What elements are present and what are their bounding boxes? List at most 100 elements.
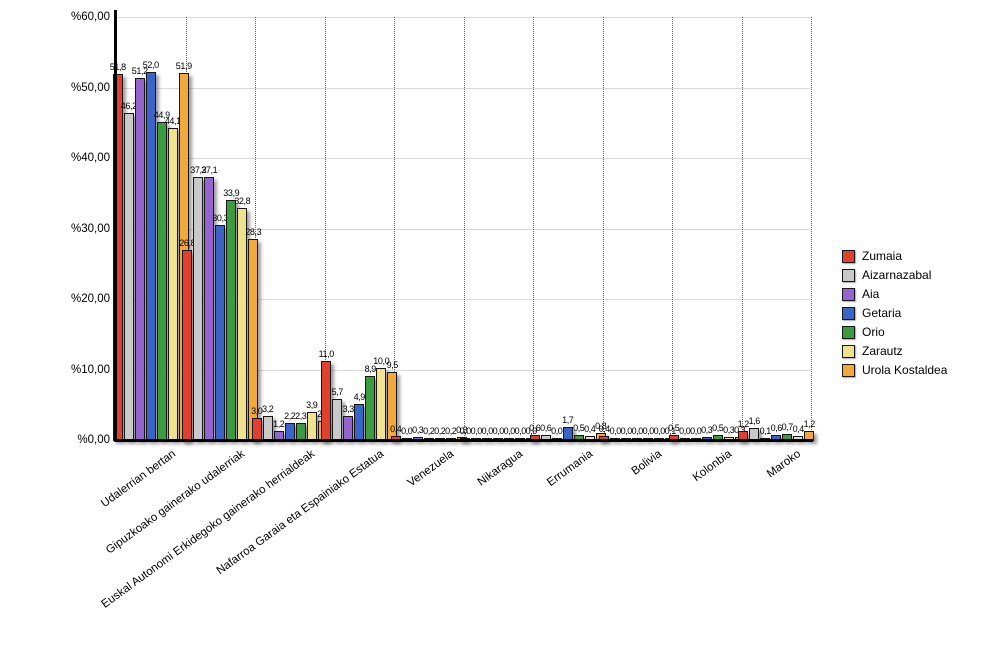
- bar-value-label: 0,5: [712, 423, 724, 433]
- bar-value-label: 0,7: [781, 422, 794, 432]
- y-axis-tick-label: %0,00: [77, 434, 110, 446]
- bar-value-label: 0,3: [701, 425, 713, 435]
- legend-swatch: [842, 249, 855, 263]
- y-axis-tick-label: %30,00: [70, 222, 110, 235]
- bar-value-label: 0,0: [492, 426, 505, 436]
- legend-label: Getaria: [862, 306, 902, 320]
- category-label: Bolivia: [629, 448, 665, 478]
- bar-value-label: 0,0: [609, 426, 622, 436]
- bar: [354, 404, 365, 441]
- bar: [365, 376, 376, 441]
- bar-value-label: 44,1: [164, 116, 181, 126]
- bar-value-label: 0,6: [770, 423, 783, 433]
- legend-swatch: [842, 287, 855, 301]
- legend-swatch: [842, 268, 855, 282]
- legend-label: Zumaia: [862, 249, 903, 263]
- bar-value-label: 4,9: [353, 392, 366, 402]
- bar: [167, 128, 178, 441]
- bar-value-label: 46,2: [120, 101, 137, 111]
- bar-value-label: 0,4: [390, 424, 402, 434]
- bar-value-label: 3,2: [262, 404, 274, 414]
- bar-value-label: 3,3: [342, 404, 355, 414]
- bar-value-label: 0,3: [412, 425, 424, 435]
- bar-value-label: 32,8: [234, 196, 251, 206]
- bar: [123, 113, 134, 441]
- bar-value-label: 0,3: [456, 425, 468, 435]
- bar: [343, 416, 354, 441]
- category-label: Errumania: [544, 448, 595, 489]
- bar-value-label: 1,2: [737, 419, 750, 429]
- legend-label: Urola Kostaldea: [862, 363, 948, 377]
- bar-value-label: 0,0: [679, 426, 691, 436]
- legend-item: Zarautz: [842, 342, 947, 360]
- bar-value-label: 0,5: [668, 423, 680, 433]
- bar: [306, 412, 317, 441]
- bar: [226, 200, 237, 441]
- bar: [134, 78, 145, 441]
- bar: [376, 368, 387, 441]
- bar-value-label: 3,0: [251, 406, 263, 416]
- y-axis-tick-label: %50,00: [70, 81, 110, 94]
- vertical-dotted-gridline: [533, 17, 534, 440]
- bar: [332, 399, 343, 441]
- bar-value-label: 0,0: [653, 426, 666, 436]
- legend-swatch: [842, 363, 855, 377]
- y-axis-tick-label: %60,00: [70, 11, 110, 23]
- legend-swatch: [842, 344, 855, 358]
- legend-label: Aia: [862, 287, 880, 301]
- legend-label: Zarautz: [862, 344, 903, 358]
- x-axis-line: [114, 439, 813, 442]
- bar-value-label: 0,0: [514, 426, 527, 436]
- bar: [262, 416, 273, 441]
- bar-value-label: 0,2: [423, 426, 435, 436]
- bar-value-label: 0,3: [723, 425, 735, 435]
- bar-value-label: 2,2: [284, 411, 296, 421]
- legend-item: Orio: [842, 323, 947, 341]
- bar: [182, 250, 193, 441]
- bar-value-label: 0,4: [792, 424, 805, 434]
- category-label: Kolonbia: [690, 448, 734, 485]
- y-axis-tick-label: %10,00: [70, 363, 110, 376]
- bar-value-label: 0,0: [470, 426, 483, 436]
- bar-value-label: 0,0: [525, 426, 538, 436]
- bar-value-label: 51,9: [175, 61, 192, 71]
- vertical-dotted-gridline: [741, 17, 743, 440]
- vertical-dotted-gridline: [394, 17, 395, 440]
- bar-value-label: 0,2: [434, 426, 446, 436]
- bar-value-label: 2,3: [295, 411, 307, 421]
- category-label: Venezuela: [405, 448, 456, 490]
- legend: Zumaia Aizarnazabal Aia Getaria Orio Zarautz U…: [842, 247, 947, 380]
- bar-value-label: 3,9: [306, 400, 318, 410]
- bar: [145, 72, 156, 441]
- bar: [251, 418, 262, 441]
- bar-value-label: 0,0: [459, 426, 472, 436]
- y-axis-line: [114, 10, 117, 442]
- bar-value-label: 1,2: [803, 419, 816, 429]
- bar: [321, 361, 332, 441]
- bar-value-label: 37,2: [190, 165, 207, 175]
- bar-value-label: 1,6: [748, 416, 761, 426]
- bar-value-label: 44,9: [153, 110, 170, 120]
- bar-value-label: 11,0: [318, 349, 335, 359]
- vertical-dotted-gridline: [255, 17, 256, 440]
- vertical-dotted-gridline: [672, 17, 673, 440]
- category-label: Maroko: [765, 448, 804, 481]
- bar: [215, 225, 226, 441]
- bar-value-label: 30,3: [212, 213, 229, 223]
- bar-value-label: 51,8: [109, 62, 126, 72]
- bar-value-label: 33,9: [223, 188, 240, 198]
- bar: [156, 122, 167, 441]
- bar-value-label: 37,1: [201, 165, 218, 175]
- bar-value-label: 0,2: [445, 426, 457, 436]
- bar-value-label: 0,8: [595, 421, 607, 431]
- bar-value-label: 0,6: [529, 423, 541, 433]
- bar-value-label: 51,2: [131, 66, 148, 76]
- legend-item: Aia: [842, 285, 947, 303]
- bar-value-label: 0,0: [690, 426, 702, 436]
- bar-value-label: 52,0: [142, 60, 159, 70]
- bar-value-label: 1,7: [562, 415, 574, 425]
- bar-value-label: 0,0: [481, 426, 494, 436]
- bar-value-label: 10,0: [373, 356, 390, 366]
- bar: [237, 208, 248, 441]
- bar-value-label: 0,1: [664, 426, 677, 436]
